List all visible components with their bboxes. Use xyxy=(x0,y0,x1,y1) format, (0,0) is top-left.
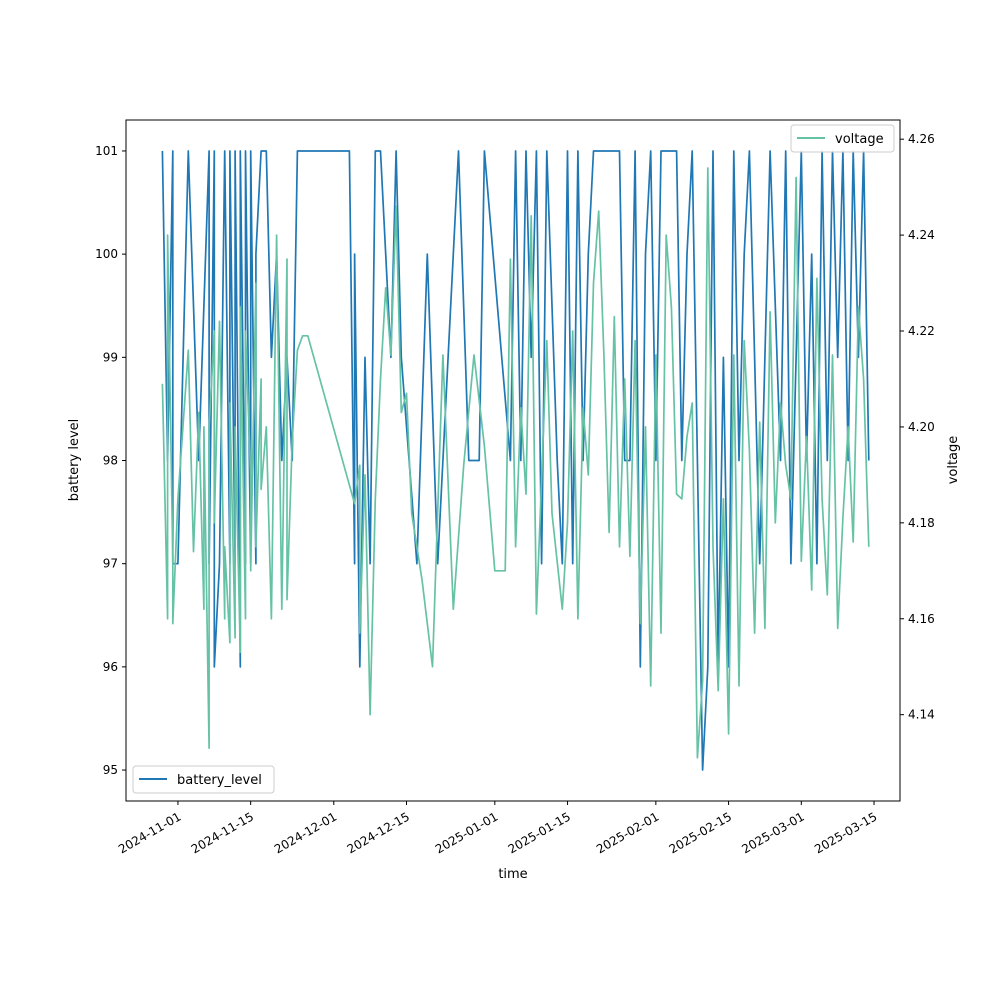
y-right-tick-label: 4.22 xyxy=(908,324,935,338)
y-left-tick-label: 96 xyxy=(103,660,118,674)
x-tick-label: 2024-11-01 xyxy=(116,809,183,856)
y-left-tick-label: 97 xyxy=(103,557,118,571)
x-tick-label: 2024-12-01 xyxy=(272,809,339,856)
y-right-axis-title: voltage xyxy=(946,436,961,485)
series-line-battery_level xyxy=(161,150,870,771)
x-axis-ticks: 2024-11-01 2024-11-15 2024-12-01 2024-12-15… xyxy=(116,801,880,856)
y-left-tick-label: 101 xyxy=(95,144,118,158)
y-right-tick-label: 4.16 xyxy=(908,612,935,626)
y-left-tick-label: 99 xyxy=(103,350,118,364)
y-left-axis-title: battery level xyxy=(67,419,82,502)
x-tick-label: 2025-01-01 xyxy=(433,809,500,856)
y-right-tick-label: 4.14 xyxy=(908,708,935,722)
x-tick-label: 2024-11-15 xyxy=(189,809,256,856)
x-axis-title: time xyxy=(498,867,527,882)
y-left-tick-label: 98 xyxy=(103,454,118,468)
x-tick-label: 2025-03-01 xyxy=(739,809,806,856)
x-tick-label: 2025-03-15 xyxy=(812,809,879,856)
y-left-tick-label: 100 xyxy=(95,247,118,261)
y-left-axis-ticks: 95 96 97 98 99 100 101 xyxy=(95,144,126,777)
legend-voltage: voltage xyxy=(790,124,895,153)
x-tick-label: 2024-12-15 xyxy=(345,809,412,856)
plot-lines xyxy=(161,150,870,771)
y-right-tick-label: 4.24 xyxy=(908,228,935,242)
y-right-tick-label: 4.20 xyxy=(908,420,935,434)
legend-voltage-label: voltage xyxy=(835,132,884,147)
x-tick-label: 2025-02-01 xyxy=(594,809,661,856)
y-left-tick-label: 95 xyxy=(103,763,118,777)
legend-battery-level: battery_level xyxy=(132,765,275,794)
y-right-axis-ticks: 4.14 4.16 4.18 4.20 4.22 4.24 4.26 xyxy=(900,132,935,722)
series-line-voltage xyxy=(161,167,870,759)
legend-battery-level-label: battery_level xyxy=(177,773,262,788)
y-right-tick-label: 4.18 xyxy=(908,516,935,530)
x-tick-label: 2025-01-15 xyxy=(506,809,573,856)
y-right-tick-label: 4.26 xyxy=(908,132,935,146)
x-tick-label: 2025-02-15 xyxy=(667,809,734,856)
